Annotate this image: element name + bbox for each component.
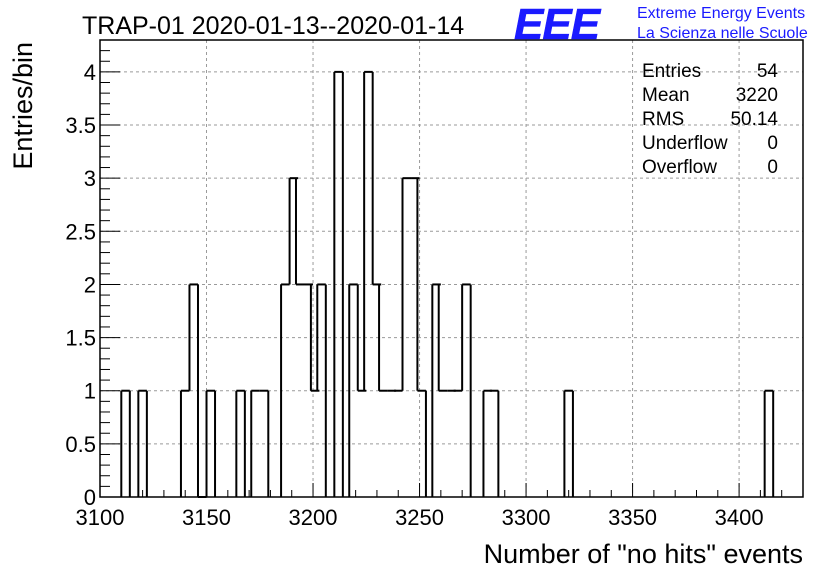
y-tick-label: 3.5 (65, 113, 96, 138)
stats-label: RMS (642, 109, 684, 130)
grid-lines (99, 40, 803, 498)
eee-logo: EEE Extreme Energy Events La Scienza nel… (514, 0, 808, 49)
stats-label: Overflow (642, 157, 717, 178)
y-axis-label: Entries/bin (8, 42, 38, 170)
stats-value: 54 (757, 61, 779, 82)
eee-logo-line2: La Scienza nelle Scuole (637, 25, 808, 42)
stats-value: 50.14 (730, 109, 778, 130)
chart-title: TRAP-01 2020-01-13--2020-01-14 (82, 12, 464, 40)
stats-value: 0 (767, 133, 778, 154)
histogram-series (120, 70, 775, 498)
x-tick-label: 3350 (608, 505, 657, 530)
x-tick-label: 3300 (502, 505, 551, 530)
x-tick-label: 3400 (715, 505, 764, 530)
x-tick-label: 3200 (289, 505, 338, 530)
y-tick-label: 1 (84, 379, 96, 404)
y-tick-label: 2.5 (65, 219, 96, 244)
x-tick-label: 3150 (182, 505, 231, 530)
stats-label: Entries (642, 61, 701, 82)
eee-logo-mark: EEE (514, 0, 602, 49)
y-tick-label: 3 (84, 166, 96, 191)
y-tick-label: 2 (84, 272, 96, 297)
stats-value: 3220 (736, 85, 778, 106)
stats-label: Mean (642, 85, 690, 106)
x-tick-label: 3250 (395, 505, 444, 530)
axis-ticks (99, 50, 804, 498)
eee-logo-line1: Extreme Energy Events (637, 5, 805, 22)
y-tick-label: 1.5 (65, 326, 96, 351)
stats-value: 0 (767, 157, 778, 178)
plot-border (99, 39, 804, 498)
x-axis-label: Number of "no hits" events (484, 539, 803, 569)
tick-labels: 3100 3150 3200 3250 3300 3350 3400 0 0.5 1 1.5 2 2.5… (65, 60, 763, 530)
stats-label: Underflow (642, 133, 728, 154)
y-tick-label: 0 (84, 485, 96, 510)
x-tick-label: 3100 (76, 505, 125, 530)
y-tick-label: 4 (84, 60, 96, 85)
y-tick-label: 0.5 (65, 432, 96, 457)
plot-frame (99, 39, 804, 498)
